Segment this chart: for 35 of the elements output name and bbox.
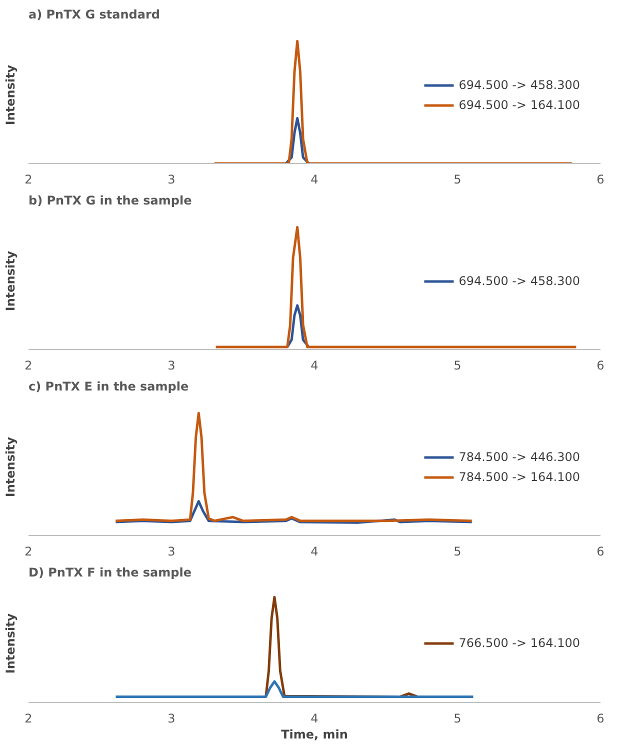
x-tick-label: 5 bbox=[454, 358, 462, 372]
x-tick-label: 4 bbox=[310, 544, 318, 558]
legend-label: 694.500 -> 458.300 bbox=[458, 274, 580, 288]
x-tick-label: 4 bbox=[310, 712, 318, 726]
legend-label: 694.500 -> 458.300 bbox=[458, 78, 580, 92]
legend-label: 766.500 -> 164.100 bbox=[458, 636, 580, 650]
x-tick-label: 3 bbox=[168, 712, 176, 726]
y-axis-title: Intensity bbox=[4, 250, 18, 312]
chart-title: b) PnTX G in the sample bbox=[28, 194, 192, 208]
x-tick-label: 2 bbox=[24, 544, 32, 558]
x-tick-label: 4 bbox=[310, 172, 318, 186]
chart-title: D) PnTX F in the sample bbox=[28, 566, 192, 580]
x-tick-label: 2 bbox=[24, 712, 32, 726]
chart-title: a) PnTX G standard bbox=[28, 8, 160, 22]
x-tick-label: 5 bbox=[454, 172, 462, 186]
x-axis-title: Time, min bbox=[281, 728, 348, 742]
x-tick-label: 5 bbox=[454, 544, 462, 558]
y-axis-title: Intensity bbox=[4, 64, 18, 126]
x-tick-label: 2 bbox=[24, 358, 32, 372]
y-axis-title: Intensity bbox=[4, 436, 18, 498]
x-tick-label: 6 bbox=[596, 712, 604, 726]
x-tick-label: 6 bbox=[596, 172, 604, 186]
x-tick-label: 4 bbox=[310, 358, 318, 372]
x-tick-label: 6 bbox=[596, 544, 604, 558]
legend-label: 784.500 -> 164.100 bbox=[458, 470, 580, 484]
legend-label: 694.500 -> 164.100 bbox=[458, 98, 580, 112]
x-tick-label: 3 bbox=[168, 172, 176, 186]
x-tick-label: 3 bbox=[168, 544, 176, 558]
chart-title: c) PnTX E in the sample bbox=[28, 380, 189, 394]
x-tick-label: 3 bbox=[168, 358, 176, 372]
legend-label: 784.500 -> 446.300 bbox=[458, 450, 580, 464]
x-tick-label: 5 bbox=[454, 712, 462, 726]
y-axis-title: Intensity bbox=[4, 613, 18, 674]
x-tick-label: 2 bbox=[24, 172, 32, 186]
x-tick-label: 6 bbox=[596, 358, 604, 372]
